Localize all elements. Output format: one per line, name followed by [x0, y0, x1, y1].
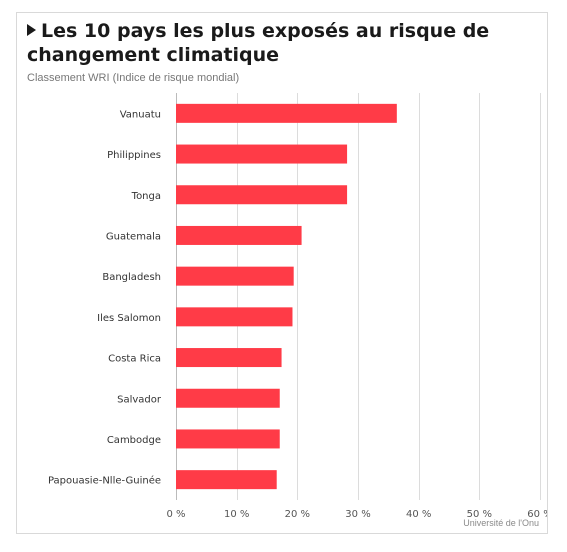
category-labels: Vanuatu Philippines Tonga Guatemala Banglade…: [48, 109, 162, 486]
x-tick-label: 60 %: [527, 509, 547, 520]
category-label: Guatemala: [106, 231, 161, 242]
x-tick-label: 10 %: [224, 509, 249, 520]
x-tick-label: 20 %: [285, 509, 310, 520]
x-tick-label: 50 %: [467, 509, 492, 520]
category-label: Costa Rica: [108, 354, 161, 365]
triangle-marker-icon: [27, 24, 36, 36]
bar-chart: Vanuatu Philippines Tonga Guatemala Banglade…: [48, 93, 547, 520]
bar-guatemala: [176, 225, 302, 245]
category-label: Tonga: [131, 191, 161, 202]
x-tick-label: 40 %: [406, 509, 431, 520]
bar-bangladesh: [176, 266, 294, 286]
chart-title-text: Les 10 pays les plus exposés au risque d…: [27, 20, 490, 66]
x-axis-ticks: 0 % 10 % 20 % 30 % 40 % 50 % 60 %: [166, 509, 547, 520]
category-label: Iles Salomon: [97, 313, 161, 324]
category-label: Philippines: [107, 150, 161, 161]
chart-title: Les 10 pays les plus exposés au risque d…: [27, 19, 539, 67]
bar-tonga: [176, 185, 348, 205]
bar-cambodge: [176, 429, 280, 449]
category-label: Bangladesh: [102, 272, 161, 283]
bar-iles-salomon: [176, 307, 293, 327]
source-credit: Université de l'Onu: [463, 518, 539, 528]
x-tick-label: 0 %: [166, 509, 185, 520]
bar-philippines: [176, 144, 348, 164]
category-label: Vanuatu: [120, 109, 161, 120]
bars: [176, 103, 397, 490]
x-tick-label: 30 %: [345, 509, 370, 520]
bar-vanuatu: [176, 103, 397, 123]
category-label: Cambodge: [107, 435, 161, 446]
chart-card: Les 10 pays les plus exposés au risque d…: [16, 12, 548, 534]
bar-salvador: [176, 388, 280, 408]
category-label: Salvador: [117, 394, 162, 405]
category-label: Papouasie-Nlle-Guinée: [48, 475, 161, 487]
bar-papouasie-nlle-guin-e: [176, 470, 277, 490]
bar-costa-rica: [176, 348, 282, 368]
chart-subtitle: Classement WRI (Indice de risque mondial…: [27, 72, 240, 84]
